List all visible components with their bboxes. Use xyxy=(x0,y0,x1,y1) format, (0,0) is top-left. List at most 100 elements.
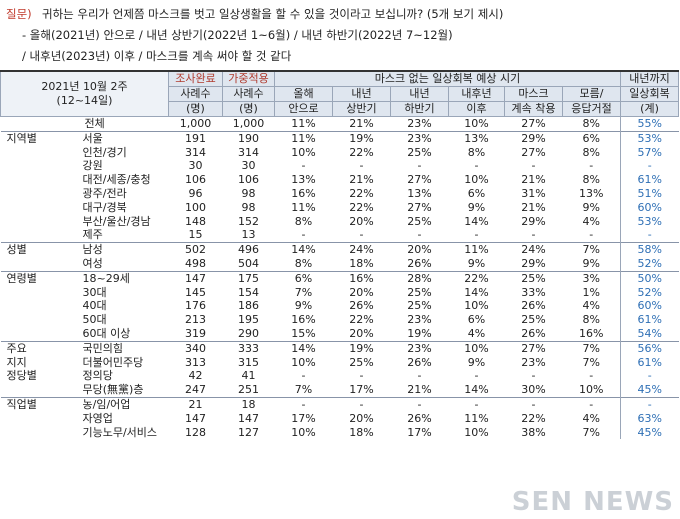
cell-value: 10% xyxy=(448,116,505,132)
cell-value: 98 xyxy=(241,200,256,214)
cell-value: 14% xyxy=(464,285,489,299)
cell-value: 9% xyxy=(467,256,486,270)
col-this-year-a: 올해 xyxy=(274,86,333,102)
table-row: 30대 145 154 7% 20% 25% 14% 33% 1% 52% xyxy=(1,285,679,300)
cell-value: 18 xyxy=(222,396,275,412)
cell-value: 22% xyxy=(349,313,374,327)
cell-value: - xyxy=(301,228,306,242)
row-group-label xyxy=(1,146,59,160)
cell-value: - xyxy=(359,228,364,242)
cell-value: 63% xyxy=(620,411,679,426)
cell-value: 10% xyxy=(464,299,489,313)
cell-value: 54% xyxy=(620,326,679,342)
cell-value: - xyxy=(531,228,536,242)
cell-value: 6% xyxy=(562,130,621,146)
row-group-label xyxy=(1,383,59,397)
row-label: 전체 xyxy=(58,116,169,132)
table-row: 인천/경기 314 314 10% 22% 25% 8% 27% 8% 57% xyxy=(1,145,679,160)
cell-value: 186 xyxy=(238,299,259,313)
cell-value: 56% xyxy=(620,340,679,356)
cell-value: 1,000 xyxy=(168,116,223,132)
cell-value: 8% xyxy=(294,214,313,228)
cell-value: 496 xyxy=(222,242,275,257)
cell-value: - xyxy=(504,396,563,412)
cell-value: 22% xyxy=(448,270,505,286)
cell-value: 4% xyxy=(467,326,486,340)
cell-value: 16% xyxy=(291,186,316,200)
cell-value: 191 xyxy=(168,130,223,146)
cell-value: - xyxy=(359,159,364,173)
cell-value: 7% xyxy=(582,425,600,439)
row-group-label xyxy=(1,412,59,426)
cell-value: 25% xyxy=(407,214,432,228)
survey-count-unit: (명) xyxy=(168,101,223,117)
row-label: 더불어민주당 xyxy=(82,355,144,369)
row-group-label xyxy=(1,201,59,215)
cell-value: 11% xyxy=(464,411,489,425)
cell-value: 42 xyxy=(188,369,203,383)
cell-value: 29% xyxy=(521,256,546,270)
cell-value: 247 xyxy=(185,383,206,397)
row-label: 남성 xyxy=(58,242,169,257)
cell-value: 315 xyxy=(238,355,259,369)
cell-value: 14% xyxy=(464,383,489,397)
cell-value: 19% xyxy=(332,130,391,146)
table-row: 강원 30 30 - - - - - - - xyxy=(1,159,679,174)
table-row: 광주/전라 96 98 16% 22% 13% 6% 31% 13% 51% xyxy=(1,186,679,201)
row-label: 40대 xyxy=(82,299,107,313)
cell-value: 6% xyxy=(274,270,333,286)
cell-value: - xyxy=(301,369,306,383)
cell-value: 22% xyxy=(349,145,374,159)
col-next-h2-a: 내년 xyxy=(390,86,449,102)
table-row: 무당(無黨)층 247 251 7% 17% 21% 14% 30% 10% 45% xyxy=(1,383,679,398)
cell-value: 96 xyxy=(188,186,203,200)
cell-value: 13% xyxy=(448,130,505,146)
cell-value: 27% xyxy=(504,116,563,132)
survey-count-header: 사례수 xyxy=(168,86,223,102)
cell-value: 16% xyxy=(332,270,391,286)
cell-value: - xyxy=(417,159,422,173)
cell-value: 11% xyxy=(291,200,316,214)
weight-count-header: 사례수 xyxy=(222,86,275,102)
col-mask-b: 계속 착용 xyxy=(504,101,563,117)
last-col-header-a: 내년까지 xyxy=(620,70,680,87)
row-group-label xyxy=(0,116,59,132)
row-group-label: 연령별 xyxy=(0,270,59,286)
cell-value: 11% xyxy=(448,242,505,257)
table-row: 제주 15 13 - - - - - - - xyxy=(1,228,679,243)
cell-value: 106 xyxy=(238,173,259,187)
cell-value: 25% xyxy=(407,299,432,313)
survey-results-table: 2021년 10월 2주 (12~14일) 조사완료 가중적용 마스크 없는 일… xyxy=(0,70,680,440)
cell-value: 21% xyxy=(407,383,432,397)
cell-value: 21% xyxy=(521,200,546,214)
cell-value: 9% xyxy=(582,200,600,214)
col-this-year-b: 안으로 xyxy=(274,101,333,117)
row-label: 대구/경북 xyxy=(82,200,127,214)
row-group-label xyxy=(1,286,59,300)
cell-value: 8% xyxy=(582,173,600,187)
cell-value: 20% xyxy=(349,326,374,340)
cell-value: 26% xyxy=(407,411,432,425)
row-label: 정의당 xyxy=(82,369,113,383)
row-label: 부산/울산/경남 xyxy=(82,214,151,228)
cell-value: 21% xyxy=(521,173,546,187)
row-group-label xyxy=(1,257,59,271)
col-mask-a: 마스크 xyxy=(504,86,563,102)
row-label: 60대 이상 xyxy=(82,326,131,340)
cell-value: 502 xyxy=(168,242,223,257)
cell-value: 195 xyxy=(238,313,259,327)
cell-value: 504 xyxy=(238,256,259,270)
cell-value: - xyxy=(448,396,505,412)
row-group-label xyxy=(1,228,59,242)
cell-value: 24% xyxy=(332,242,391,257)
cell-value: 190 xyxy=(222,130,275,146)
cell-value: 145 xyxy=(185,285,206,299)
cell-value: 53% xyxy=(620,130,679,146)
row-label: 광주/전라 xyxy=(82,186,127,200)
table-row: 정당별 정의당 42 41 - - - - - - - xyxy=(1,369,679,384)
cell-value: 152 xyxy=(238,214,259,228)
cell-value: - xyxy=(562,396,621,412)
cell-value: 13% xyxy=(407,186,432,200)
cell-value: - xyxy=(390,396,449,412)
cell-value: 10% xyxy=(464,425,489,439)
